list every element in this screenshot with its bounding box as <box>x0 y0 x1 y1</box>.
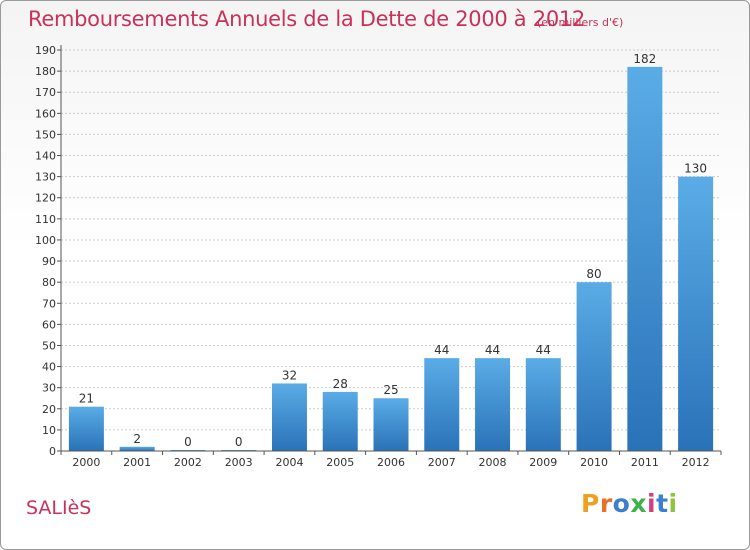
y-tick-label: 140 <box>35 150 56 163</box>
y-tick-label: 30 <box>42 382 56 395</box>
bar-2012 <box>678 176 714 451</box>
x-tick-label-2001: 2001 <box>123 456 151 469</box>
value-labels: 21 2 0 0 32 28 25 44 44 44 80 182 130 <box>79 52 707 449</box>
bar-2005 <box>322 391 358 451</box>
y-tick-label: 70 <box>42 297 56 310</box>
value-label-2007: 44 <box>434 343 449 357</box>
logo-letter: x <box>630 489 647 518</box>
x-tick-label-2004: 2004 <box>275 456 303 469</box>
x-axis-ticks: 2000 2001 2002 2003 2004 2005 2006 2007 2008 2009… <box>60 451 722 469</box>
logo-letter: P <box>581 489 600 518</box>
y-tick-label: 150 <box>35 128 56 141</box>
x-tick-label-2006: 2006 <box>377 456 405 469</box>
value-label-2001: 2 <box>133 432 141 446</box>
bar-2009 <box>525 358 561 451</box>
y-axis-ticks: 0 10 20 30 40 50 60 70 80 90 100 110 120 130 140 150 160… <box>35 44 61 458</box>
bars <box>68 66 714 451</box>
grid-lines <box>61 49 721 431</box>
bar-2008 <box>475 358 511 451</box>
x-tick-label-2007: 2007 <box>428 456 456 469</box>
bar-2006 <box>373 398 409 451</box>
value-label-2003: 0 <box>235 435 243 449</box>
x-tick-label-2000: 2000 <box>72 456 100 469</box>
chart-title: Remboursements Annuels de la Dette de 20… <box>28 7 585 31</box>
y-tick-label: 120 <box>35 192 56 205</box>
value-label-2010: 80 <box>586 267 601 281</box>
x-tick-label-2008: 2008 <box>479 456 507 469</box>
logo-letter: o <box>612 489 631 518</box>
value-label-2004: 32 <box>282 368 297 382</box>
y-tick-label: 0 <box>49 445 56 458</box>
value-label-2005: 28 <box>333 377 348 391</box>
value-label-2011: 182 <box>633 52 656 66</box>
y-tick-label: 160 <box>35 107 56 120</box>
bar-2000 <box>68 406 104 451</box>
y-tick-label: 10 <box>42 424 56 437</box>
value-label-2000: 21 <box>79 392 94 406</box>
y-tick-label: 170 <box>35 86 56 99</box>
x-tick-label-2005: 2005 <box>326 456 354 469</box>
y-tick-label: 60 <box>42 318 56 331</box>
logo-letter: i <box>668 489 678 518</box>
x-tick-label-2002: 2002 <box>174 456 202 469</box>
logo-letter: r <box>599 489 613 518</box>
y-tick-label: 50 <box>42 339 56 352</box>
y-tick-label: 80 <box>42 276 56 289</box>
commune-name: SALIèS <box>26 497 92 519</box>
bar-2007 <box>424 358 460 451</box>
value-label-2008: 44 <box>485 343 500 357</box>
x-tick-label-2009: 2009 <box>529 456 557 469</box>
y-tick-label: 110 <box>35 213 56 226</box>
y-tick-label: 180 <box>35 65 56 78</box>
x-tick-label-2010: 2010 <box>580 456 608 469</box>
bar-2004 <box>271 383 307 451</box>
bar-2011 <box>627 66 663 451</box>
y-tick-label: 100 <box>35 234 56 247</box>
logo-letter: t <box>656 489 669 518</box>
value-label-2012: 130 <box>684 162 707 176</box>
y-tick-label: 90 <box>42 255 56 268</box>
y-tick-label: 40 <box>42 361 56 374</box>
x-tick-label-2003: 2003 <box>225 456 253 469</box>
value-label-2002: 0 <box>184 435 192 449</box>
y-tick-label: 130 <box>35 171 56 184</box>
logo-letter: i <box>647 489 657 518</box>
value-label-2009: 44 <box>536 343 551 357</box>
axes <box>60 45 721 452</box>
x-tick-label-2012: 2012 <box>682 456 710 469</box>
y-tick-label: 190 <box>35 44 56 57</box>
bar-2001 <box>119 446 155 451</box>
value-label-2006: 25 <box>383 383 398 397</box>
x-tick-label-2011: 2011 <box>631 456 659 469</box>
chart-subtitle: (en milliers d'€) <box>537 16 624 29</box>
proxiti-logo: Proxiti <box>581 489 678 518</box>
bar-2010 <box>576 282 612 451</box>
y-tick-label: 20 <box>42 403 56 416</box>
